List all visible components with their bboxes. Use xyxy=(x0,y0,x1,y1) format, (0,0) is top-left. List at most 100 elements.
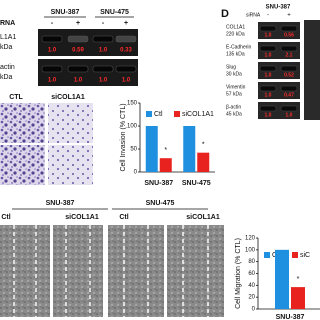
bar xyxy=(145,126,158,172)
bar xyxy=(159,158,172,172)
ratio-label: 1.0 xyxy=(265,112,272,118)
ratio-label: 2.1 xyxy=(286,52,293,58)
ratio-label: 0.52 xyxy=(284,72,294,78)
band xyxy=(92,35,114,43)
y-tick-label: 100 xyxy=(245,247,256,253)
blot-kda: 30 kDa xyxy=(226,71,242,77)
ratio-label: 0.33 xyxy=(120,48,132,54)
ratio-label: 0.56 xyxy=(284,32,294,38)
image-label: siCOL1A1 xyxy=(186,214,220,221)
y-tick-label: 100 xyxy=(127,124,138,130)
ratio-label: 1.0 xyxy=(265,92,272,98)
ratio-label: 1.0 xyxy=(265,72,272,78)
ratio-label: 1.0 xyxy=(99,78,108,84)
ratio-label: 1.0 xyxy=(286,112,293,118)
ratio-label: 1.0 xyxy=(122,78,131,84)
y-axis-label: Cell Invasion (% CTL) xyxy=(120,103,127,171)
micrographs xyxy=(0,103,224,317)
cell-line-label: SNU-387 xyxy=(266,5,291,11)
cell-line-label: SNU-475 xyxy=(100,9,129,16)
y-tick-label: 60 xyxy=(248,271,255,277)
image-label: siCOL1A1 xyxy=(51,94,85,101)
blot xyxy=(38,29,138,56)
band xyxy=(259,25,277,32)
ratio-label: 0.47 xyxy=(284,92,294,98)
y-tick-label: 80 xyxy=(248,259,255,265)
band xyxy=(115,35,137,43)
ratio-label: 1.0 xyxy=(48,48,57,54)
band xyxy=(280,85,298,92)
cell-line-label: SNU-387 xyxy=(51,9,80,16)
x-tick-label: SNU-387 xyxy=(276,314,305,320)
wound-image xyxy=(0,225,50,317)
blot xyxy=(38,59,138,86)
wound-edges xyxy=(13,225,209,317)
image-label: CTL xyxy=(9,94,23,101)
legend-swatch xyxy=(174,111,180,117)
sirna-label: RNA xyxy=(0,20,15,27)
y-tick-label: 150 xyxy=(127,101,138,107)
sirna-state: + xyxy=(124,20,128,27)
sirna-state: - xyxy=(102,20,105,27)
band xyxy=(280,65,298,72)
y-tick-label: 20 xyxy=(248,295,255,301)
image-label: siCOL1A1 xyxy=(65,214,99,221)
y-axis-label: Cell Migration (% CTL) xyxy=(235,238,242,309)
legend-swatch xyxy=(146,111,152,117)
wound-image xyxy=(53,225,103,317)
y-tick-label: 0 xyxy=(134,170,138,176)
blot-label: L1A1 xyxy=(0,34,16,41)
band xyxy=(259,45,277,52)
band xyxy=(259,85,277,92)
band xyxy=(280,105,298,112)
blot-kda: 45 kDa xyxy=(226,111,242,117)
y-tick-label: 120 xyxy=(245,236,256,242)
blot-label: COL1A1 xyxy=(226,24,245,30)
group-title: SNU-387 xyxy=(46,200,75,207)
band xyxy=(280,25,298,32)
ratio-label: 1.0 xyxy=(265,52,272,58)
legend-label: Ctl xyxy=(154,111,163,118)
ratio-label: 1.0 xyxy=(99,48,108,54)
invasion-image xyxy=(0,103,45,143)
ratio-label: 1.0 xyxy=(265,32,272,38)
blot-kda: kDa xyxy=(0,74,13,81)
significance-marker: * xyxy=(164,147,167,154)
blot-kda: kDa xyxy=(0,44,13,51)
legend-label: siC xyxy=(300,252,310,259)
wound-image xyxy=(167,225,224,317)
band xyxy=(115,65,137,73)
y-tick-label: 0 xyxy=(252,307,256,313)
bar xyxy=(183,126,196,172)
ratio-label: 1.0 xyxy=(74,78,83,84)
y-tick-label: 50 xyxy=(130,147,137,153)
invasion-image xyxy=(0,145,45,185)
sirna-state: + xyxy=(76,20,80,27)
significance-marker: * xyxy=(202,142,205,149)
band xyxy=(259,105,277,112)
legend-label: siCOL1A1 xyxy=(182,111,214,118)
band xyxy=(92,65,114,73)
wound-image xyxy=(108,225,164,317)
blot-kda: 220 kDa xyxy=(226,31,245,37)
bar xyxy=(275,249,289,309)
image-label: Ctl xyxy=(1,214,10,221)
band xyxy=(41,35,63,43)
bar xyxy=(197,152,210,172)
blot-label: actin xyxy=(0,64,15,71)
x-tick-label: SNU-475 xyxy=(182,180,211,187)
y-tick-label: 40 xyxy=(248,283,255,289)
legend-swatch xyxy=(264,252,270,258)
blot-label: β-actin xyxy=(226,104,241,110)
ratio-label: 0.59 xyxy=(72,48,84,54)
band xyxy=(259,65,277,72)
sirna-state: + xyxy=(287,13,291,19)
sirna-state: - xyxy=(51,20,54,27)
significance-marker: * xyxy=(297,276,300,283)
blot-kda: 57 kDa xyxy=(226,91,242,97)
invasion-image xyxy=(48,103,93,143)
blot-label: Slug xyxy=(226,64,236,70)
panel-letter: D xyxy=(221,8,229,20)
